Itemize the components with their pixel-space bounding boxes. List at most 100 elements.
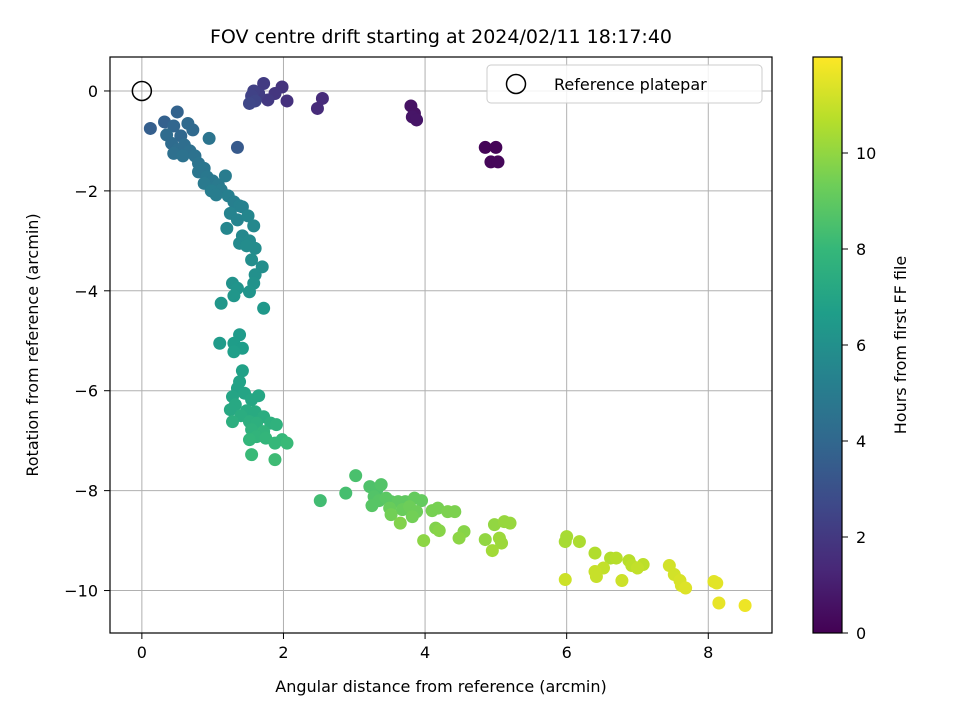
data-point [268, 436, 282, 450]
data-point [186, 123, 200, 137]
data-point [339, 486, 353, 500]
data-point [485, 544, 499, 558]
data-point [489, 140, 503, 154]
data-point [247, 219, 261, 233]
y-tick-label: −2 [74, 182, 98, 201]
data-point [495, 536, 509, 550]
colorbar-tick-label: 0 [856, 624, 866, 643]
data-point [241, 209, 255, 223]
y-tick-label: −10 [64, 582, 98, 601]
data-point [225, 415, 239, 429]
y-tick-label: −6 [74, 382, 98, 401]
x-axis-ticks: 0 2 4 6 8 [137, 633, 713, 662]
data-point [487, 518, 501, 532]
x-tick-label: 6 [562, 643, 572, 662]
data-point [257, 76, 271, 90]
data-point [615, 574, 629, 588]
plot-frame [109, 56, 773, 634]
data-point [143, 121, 157, 135]
colorbar-tick-label: 2 [856, 528, 866, 547]
colorbar-tick-label: 6 [856, 336, 866, 355]
colorbar: 0 2 4 6 8 10 Hours from first FF file [812, 56, 910, 643]
data-point [167, 119, 181, 133]
colorbar-tick-label: 4 [856, 432, 866, 451]
legend-label: Reference platepar [554, 75, 707, 94]
y-axis-label: Rotation from reference (arcmin) [23, 213, 42, 476]
data-point [214, 296, 228, 310]
colorbar-tick-label: 8 [856, 240, 866, 259]
data-point [220, 221, 234, 235]
y-tick-label: −8 [74, 482, 98, 501]
data-point [268, 453, 282, 467]
data-point [738, 599, 752, 613]
data-point [452, 531, 466, 545]
data-point [245, 393, 259, 407]
data-point [448, 505, 462, 519]
data-point [384, 508, 398, 522]
data-point [235, 364, 249, 378]
x-tick-label: 0 [137, 643, 147, 662]
legend-marker [505, 73, 527, 95]
data-point [710, 576, 724, 590]
data-point [374, 478, 388, 492]
data-point [365, 499, 379, 513]
data-point [478, 140, 492, 154]
data-point [558, 535, 572, 549]
data-point [209, 188, 223, 202]
colorbar-tick-label: 10 [856, 144, 876, 163]
data-point [280, 94, 294, 108]
data-point [393, 516, 407, 530]
data-point [405, 510, 419, 524]
x-tick-label: 8 [703, 643, 713, 662]
x-axis-label: Angular distance from reference (arcmin) [275, 677, 606, 696]
legend-box [486, 64, 763, 104]
data-point [227, 345, 241, 359]
data-point [242, 433, 256, 447]
data-point [170, 105, 184, 119]
data-point [432, 524, 446, 538]
data-point [280, 436, 294, 450]
data-point [176, 149, 190, 163]
data-point [230, 213, 244, 227]
data-point [609, 551, 623, 565]
data-point [257, 301, 271, 315]
data-point [417, 534, 431, 548]
data-point [588, 546, 602, 560]
data-point [679, 581, 693, 595]
data-point [503, 516, 517, 530]
data-point [227, 289, 241, 303]
data-point [242, 285, 256, 299]
data-point [349, 469, 363, 483]
data-point [242, 96, 256, 110]
data-point [558, 573, 572, 587]
data-point [213, 336, 227, 350]
data-point [230, 140, 244, 154]
data-point [269, 418, 283, 432]
data-point [431, 501, 445, 515]
data-point [491, 155, 505, 169]
data-point [223, 403, 237, 417]
data-point [572, 535, 586, 549]
data-point [248, 241, 262, 255]
data-point [261, 93, 275, 107]
data-point [415, 494, 429, 508]
colorbar-ticks: 0 2 4 6 8 10 [842, 144, 876, 643]
data-point [410, 113, 424, 127]
colorbar-gradient [812, 56, 843, 634]
y-axis-ticks: 0 −2 −4 −6 −8 −10 [64, 82, 110, 601]
data-point [478, 533, 492, 547]
reference-marker [131, 80, 153, 102]
data-points [131, 76, 752, 613]
data-point [313, 494, 327, 508]
y-tick-label: 0 [88, 82, 98, 101]
y-tick-label: −4 [74, 282, 98, 301]
colorbar-label: Hours from first FF file [891, 256, 910, 435]
data-point [310, 101, 324, 115]
data-point [630, 561, 644, 575]
data-point [202, 131, 216, 145]
data-point [589, 570, 603, 584]
data-point [315, 91, 329, 105]
data-point [245, 253, 259, 267]
x-tick-label: 2 [278, 643, 288, 662]
legend: Reference platepar [486, 64, 763, 104]
